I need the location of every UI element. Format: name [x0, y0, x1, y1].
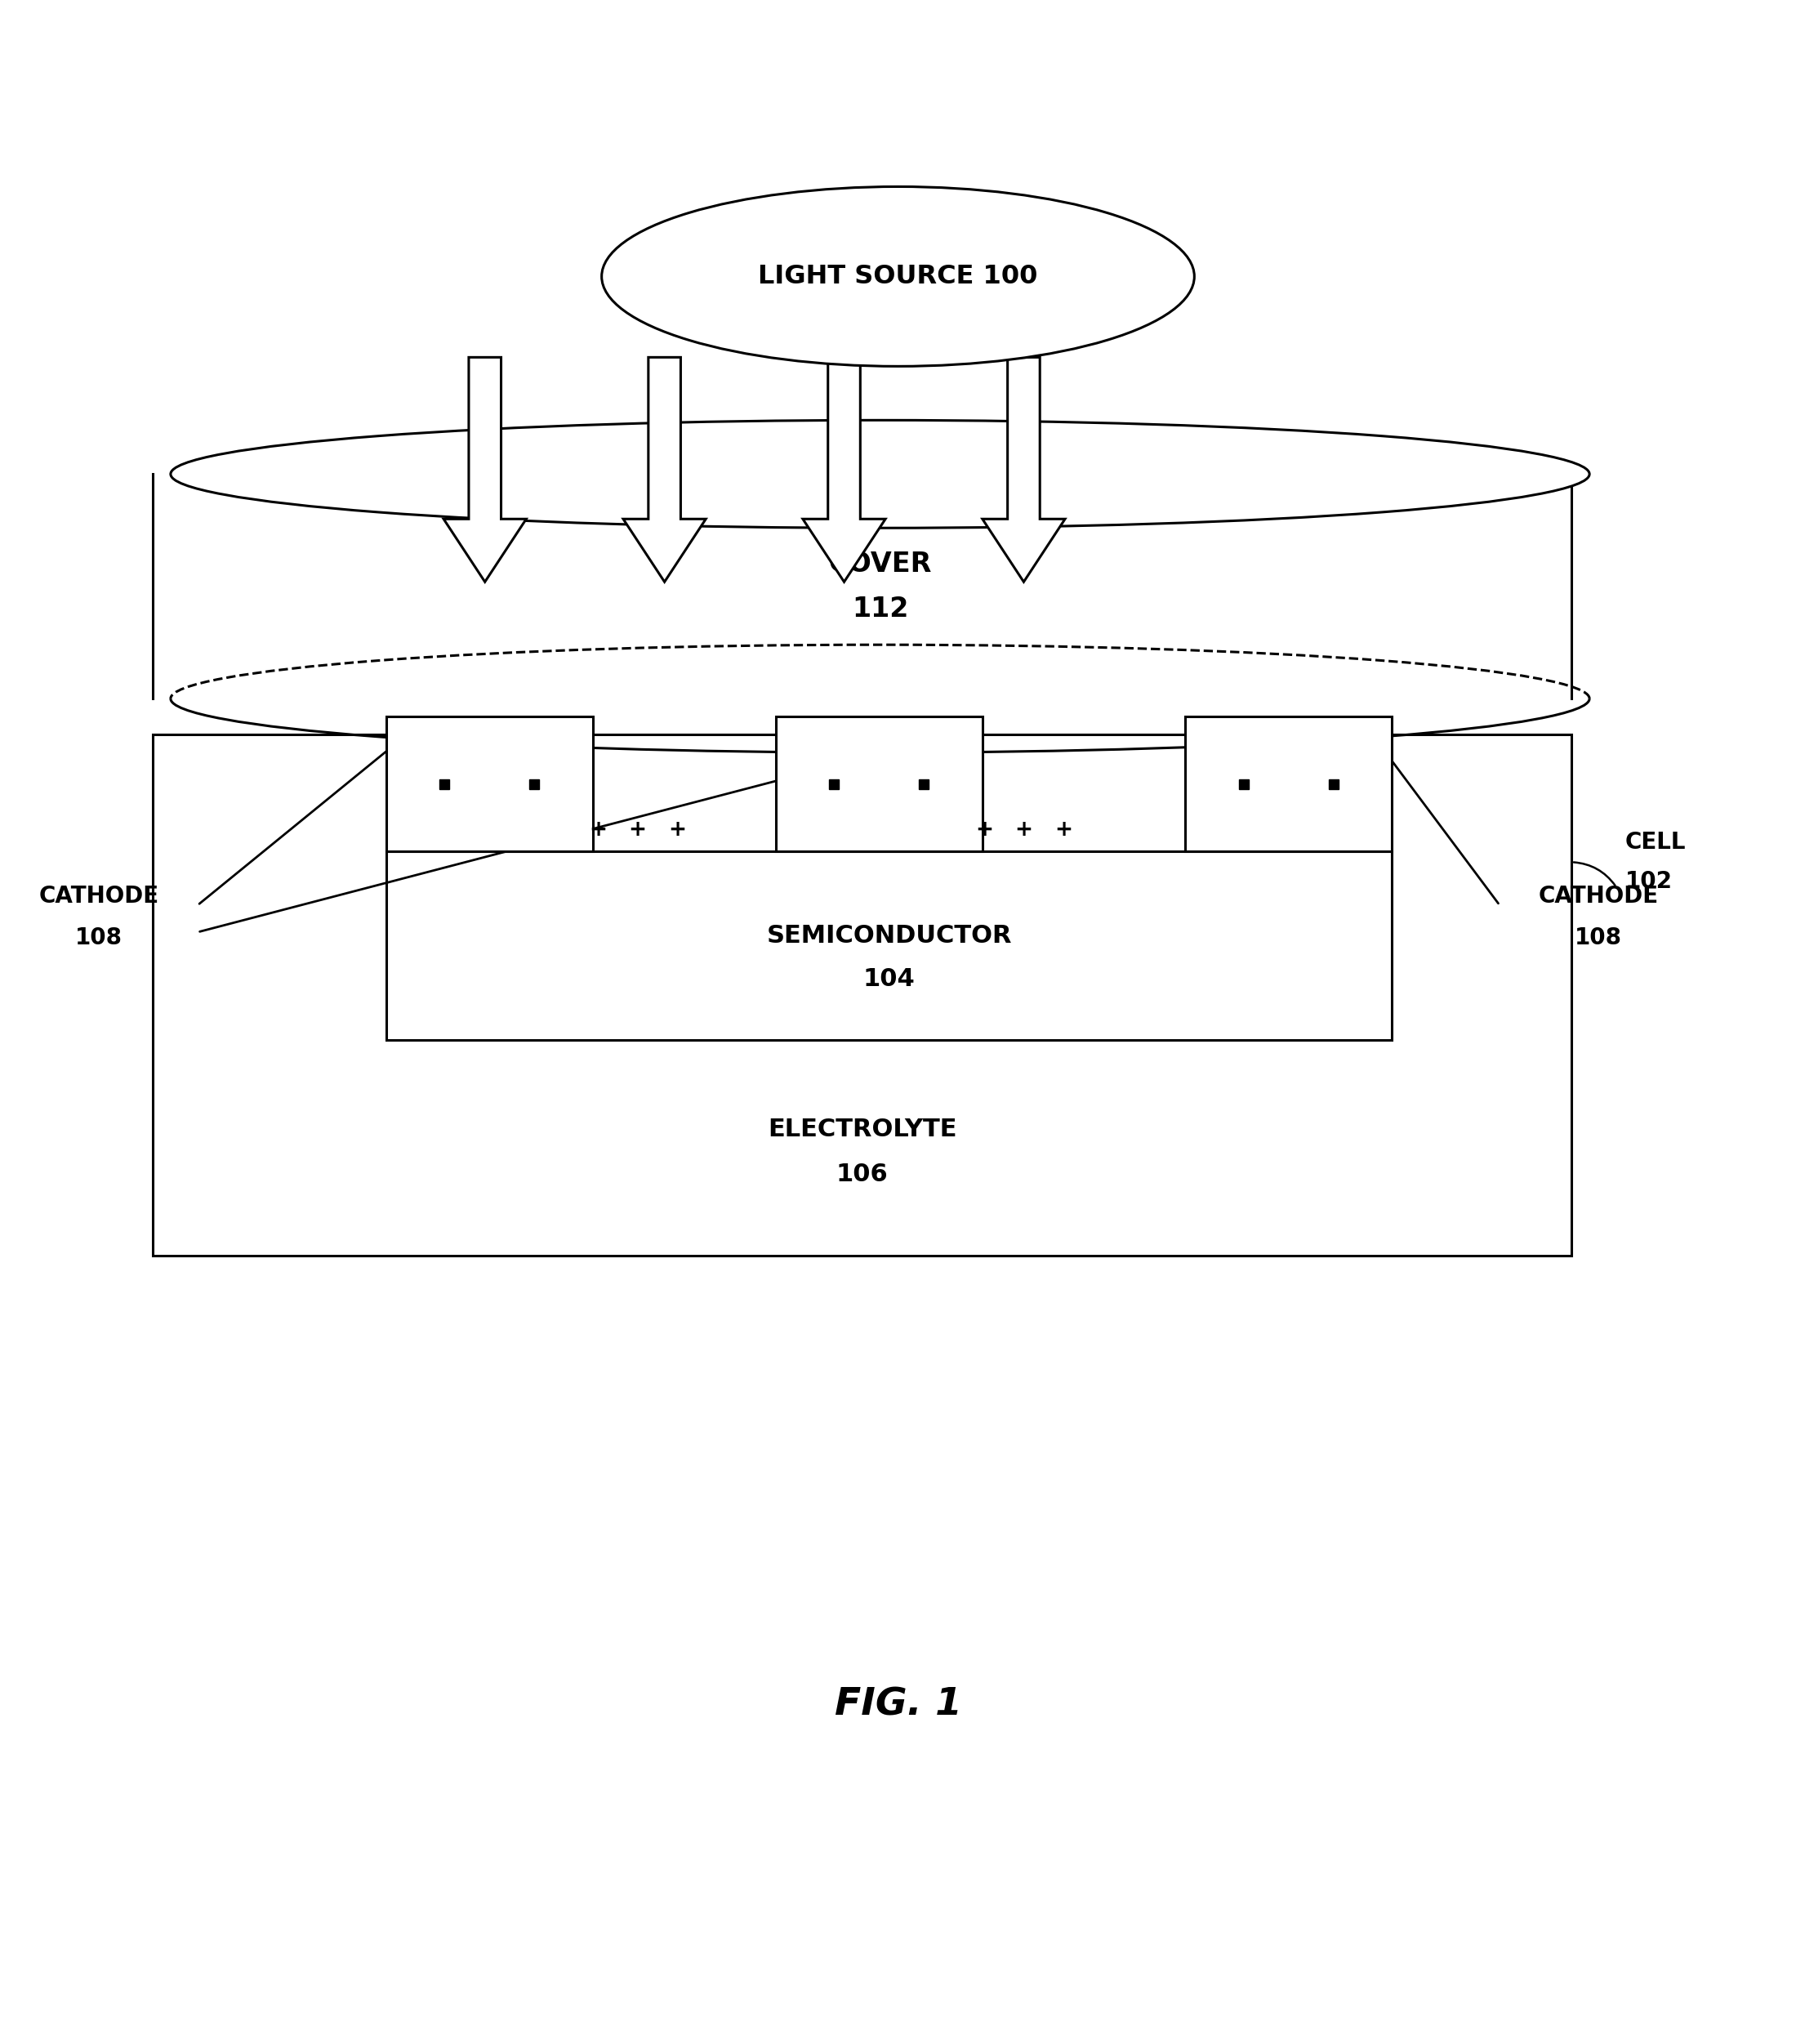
- Text: CELL: CELL: [1625, 832, 1686, 854]
- Text: CATHODE: CATHODE: [1539, 885, 1658, 908]
- Text: 104: 104: [864, 967, 914, 991]
- Polygon shape: [982, 358, 1065, 583]
- Text: LIGHT SOURCE 100: LIGHT SOURCE 100: [758, 264, 1038, 288]
- Text: COVER: COVER: [828, 550, 932, 576]
- Bar: [153, 474, 1572, 699]
- Ellipse shape: [602, 186, 1194, 366]
- Text: FIG. 1: FIG. 1: [835, 1686, 961, 1723]
- Text: +: +: [1015, 820, 1033, 840]
- Bar: [386, 852, 1392, 1040]
- Polygon shape: [444, 358, 526, 583]
- Text: 110: 110: [1176, 491, 1223, 513]
- Text: LIGHT: LIGHT: [1176, 450, 1252, 472]
- Text: 108: 108: [1575, 926, 1622, 948]
- Text: +: +: [629, 820, 647, 840]
- Bar: [776, 717, 982, 852]
- Polygon shape: [803, 358, 885, 583]
- Text: CATHODE: CATHODE: [40, 885, 158, 908]
- Text: 106: 106: [837, 1163, 887, 1188]
- Text: 108: 108: [75, 926, 122, 948]
- Text: SEMICONDUCTOR: SEMICONDUCTOR: [767, 924, 1011, 948]
- Text: +: +: [589, 820, 607, 840]
- Text: ELECTROLYTE: ELECTROLYTE: [767, 1118, 957, 1143]
- Bar: [153, 734, 1572, 1255]
- Text: 112: 112: [851, 595, 909, 621]
- Polygon shape: [623, 358, 706, 583]
- Text: +: +: [668, 820, 686, 840]
- Bar: [1185, 717, 1392, 852]
- Text: 102: 102: [1625, 871, 1672, 893]
- Text: +: +: [1054, 820, 1072, 840]
- Text: +: +: [975, 820, 993, 840]
- Bar: [386, 717, 593, 852]
- Ellipse shape: [171, 421, 1589, 527]
